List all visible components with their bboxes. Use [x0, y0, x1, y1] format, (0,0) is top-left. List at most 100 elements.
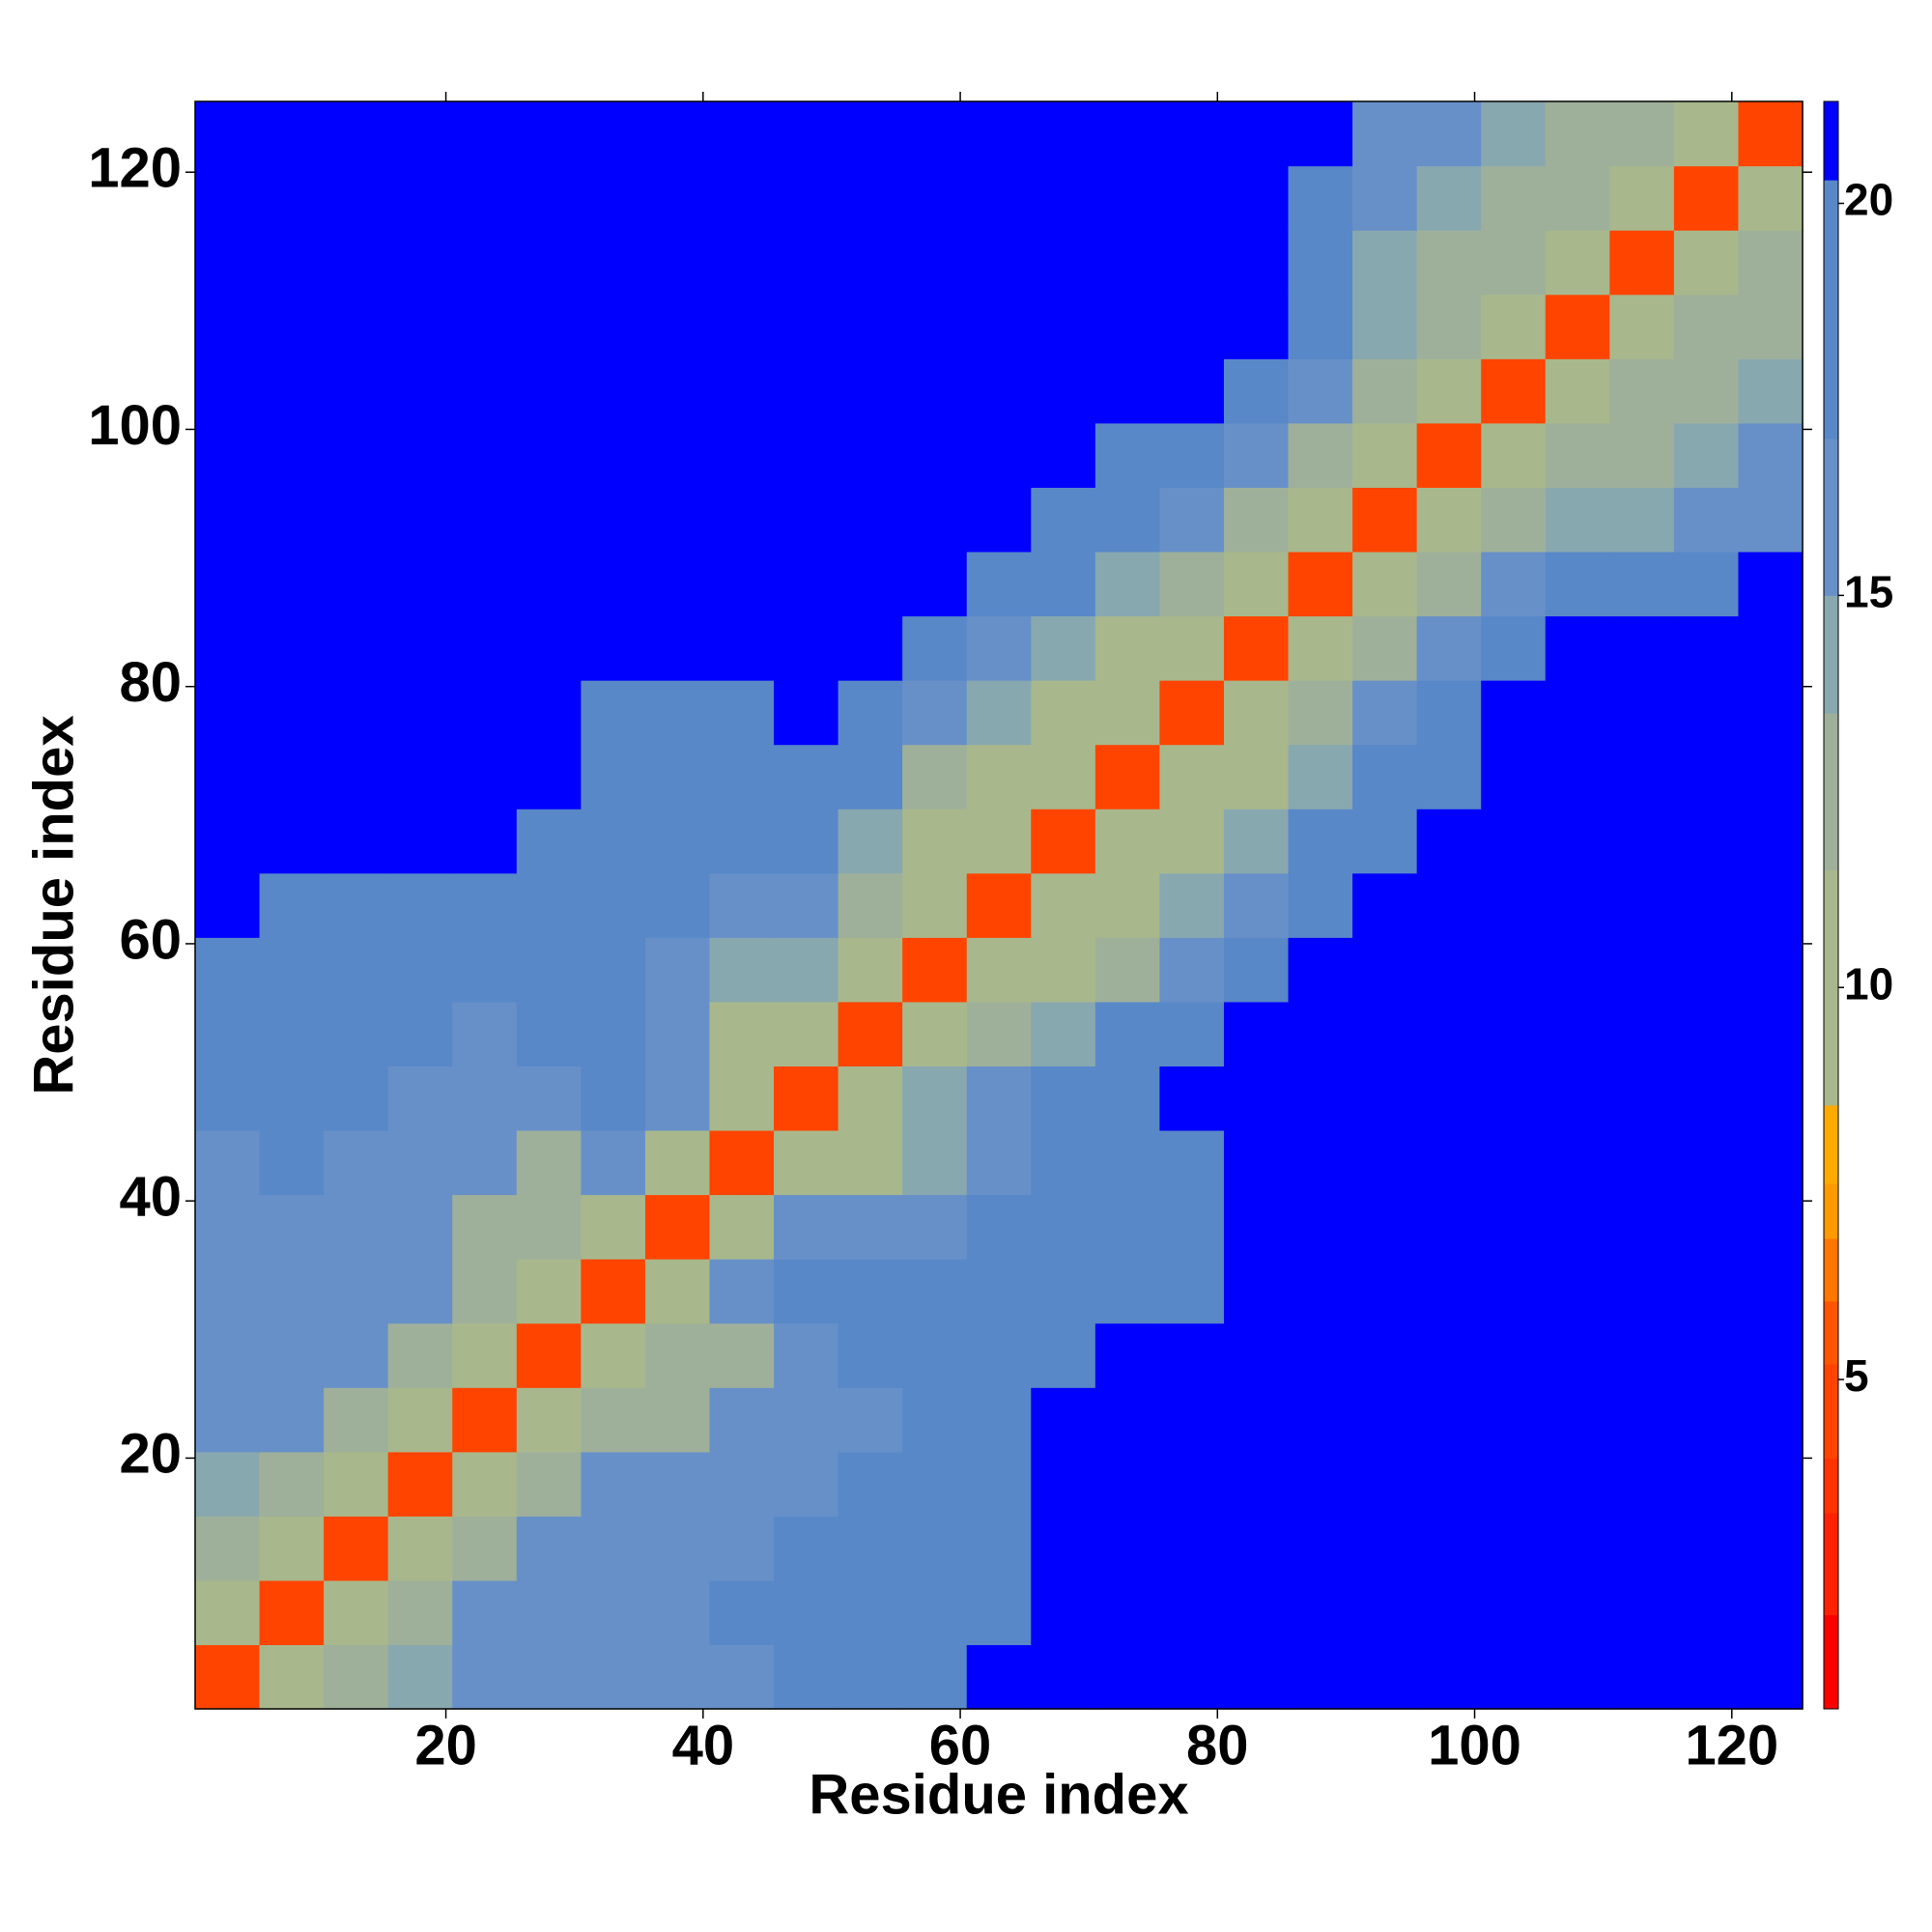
heatmap-cell [581, 1001, 646, 1066]
heatmap-cell [387, 1322, 453, 1388]
x-tick-label: 40 [672, 1714, 735, 1776]
heatmap-cell [1416, 358, 1482, 424]
colorbar-band [1824, 1237, 1838, 1302]
heatmap-cell [966, 294, 1032, 359]
heatmap-cell [1031, 1001, 1096, 1066]
heatmap-cell [1159, 1065, 1225, 1131]
heatmap-cell [1031, 1644, 1096, 1710]
heatmap-cell [838, 230, 903, 296]
heatmap-cell [387, 937, 453, 1003]
heatmap-cell [1159, 1644, 1225, 1710]
heatmap-cell [774, 1001, 839, 1066]
heatmap-cell [1223, 487, 1290, 553]
heatmap-cell [324, 615, 389, 681]
heatmap-cell [516, 422, 582, 488]
heatmap-cell [387, 101, 453, 167]
heatmap-cell [1738, 1387, 1804, 1453]
heatmap-cell [1288, 1065, 1353, 1131]
heatmap-cell [1352, 165, 1418, 231]
heatmap-cell [1738, 1579, 1804, 1646]
heatmap-cell [195, 1322, 261, 1388]
heatmap-cell [966, 809, 1032, 874]
heatmap-cell [516, 1065, 582, 1131]
heatmap-cell [1738, 101, 1804, 167]
heatmap-cell [774, 487, 839, 553]
heatmap-cell [1031, 809, 1096, 874]
heatmap-cell [1031, 744, 1096, 810]
heatmap-cell [195, 1516, 261, 1581]
x-axis-label: Residue index [809, 1763, 1188, 1826]
heatmap-cell [644, 422, 711, 488]
heatmap-cell [966, 1451, 1032, 1517]
heatmap-cell [195, 1065, 261, 1131]
heatmap-cell [838, 1387, 903, 1453]
heatmap-cell [1094, 1451, 1160, 1517]
heatmap-cell [1159, 1259, 1225, 1324]
heatmap-cell [516, 615, 582, 681]
heatmap-cell [1352, 422, 1418, 488]
y-tick-label: 40 [119, 1166, 182, 1229]
heatmap-cell [452, 1451, 518, 1517]
heatmap-cell [1481, 1065, 1547, 1131]
heatmap-cell [581, 551, 646, 617]
heatmap-cell [1416, 1194, 1482, 1260]
heatmap-cell [1609, 358, 1675, 424]
heatmap-cell [1416, 1259, 1482, 1324]
heatmap-cell [1738, 1001, 1804, 1066]
heatmap-cell [1223, 1129, 1290, 1196]
heatmap-cell [452, 487, 518, 553]
heatmap-cell [452, 1322, 518, 1388]
heatmap-cell [1352, 551, 1418, 617]
heatmap-cell [1673, 1259, 1740, 1324]
heatmap-cell [1481, 680, 1547, 746]
heatmap-cell [1288, 1387, 1353, 1453]
heatmap-cell [581, 1259, 646, 1324]
heatmap-cell [1673, 937, 1740, 1003]
heatmap-cell [516, 1259, 582, 1324]
heatmap-cell [1288, 422, 1353, 488]
heatmap-cell [324, 937, 389, 1003]
heatmap-cell [1545, 294, 1610, 359]
heatmap-cell [516, 165, 582, 231]
heatmap-cell [1159, 1516, 1225, 1581]
heatmap-cell [774, 422, 839, 488]
heatmap-cell [902, 1451, 968, 1517]
heatmap-cell [324, 422, 389, 488]
colorbar-band [1824, 101, 1838, 181]
heatmap-cell [902, 1516, 968, 1581]
heatmap-cell [1481, 165, 1547, 231]
heatmap-cell [259, 1194, 325, 1260]
heatmap-cell [1481, 358, 1547, 424]
heatmap-cell [1609, 230, 1675, 296]
heatmap-cell [259, 1451, 325, 1517]
heatmap-cell [452, 1579, 518, 1646]
heatmap-cell [387, 744, 453, 810]
heatmap-cell [1738, 1259, 1804, 1324]
heatmap-cell [1159, 1001, 1225, 1066]
heatmap-cell [966, 551, 1032, 617]
heatmap-cell [259, 230, 325, 296]
heatmap-cell [516, 294, 582, 359]
heatmap-cell [1738, 294, 1804, 359]
heatmap-cell [644, 680, 711, 746]
heatmap-cell [966, 1129, 1032, 1196]
heatmap-cell [1416, 1644, 1482, 1710]
heatmap-cell [1031, 101, 1096, 167]
heatmap-cell [1352, 937, 1418, 1003]
heatmap-cell [324, 165, 389, 231]
heatmap-cell [1288, 1644, 1353, 1710]
heatmap-cell [259, 487, 325, 553]
heatmap-cell [1481, 1001, 1547, 1066]
heatmap-cell [1352, 615, 1418, 681]
heatmap-cell [1738, 487, 1804, 553]
heatmap-cell [1738, 165, 1804, 231]
heatmap-cell [902, 1259, 968, 1324]
x-tick-label: 20 [414, 1714, 477, 1776]
heatmap-cell [259, 1001, 325, 1066]
heatmap-cell [516, 680, 582, 746]
colorbar-band [1824, 1300, 1838, 1365]
heatmap-cell [324, 1579, 389, 1646]
heatmap-cell [324, 551, 389, 617]
heatmap-cell [1738, 680, 1804, 746]
heatmap-cell [902, 872, 968, 938]
